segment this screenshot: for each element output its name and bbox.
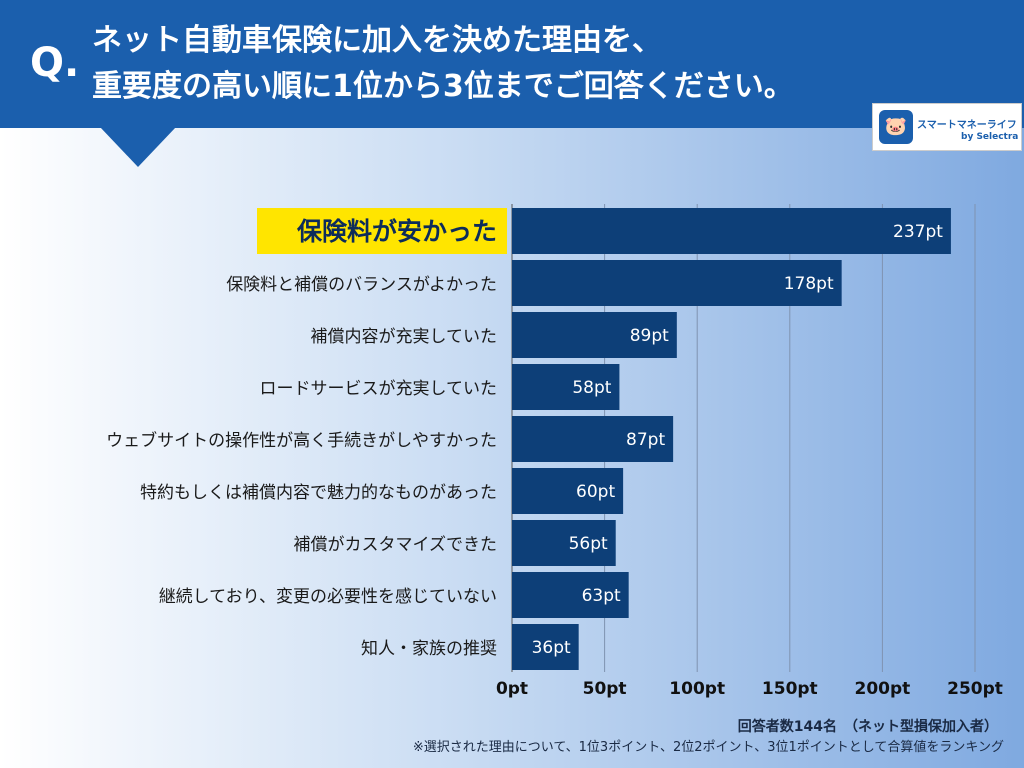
- data-label: 89pt: [630, 326, 669, 346]
- category-label: ロードサービスが充実していた: [260, 379, 498, 399]
- header-banner: [0, 0, 1024, 128]
- respondents-note: 回答者数144名 （ネット型損保加入者）: [737, 719, 998, 735]
- bar: [512, 520, 616, 566]
- logo-sub: by Selectra: [961, 132, 1019, 142]
- data-label: 237pt: [893, 222, 943, 242]
- x-tick-label: 0pt: [496, 679, 528, 699]
- question-mark-label: Q.: [30, 40, 80, 86]
- page-title: ネット自動車保険に加入を決めた理由を、 重要度の高い順に1位から3位までご回答く…: [92, 18, 794, 110]
- category-label: 保険料と補償のバランスがよかった: [226, 275, 497, 295]
- x-tick-label: 50pt: [583, 679, 627, 699]
- x-tick-label: 150pt: [762, 679, 818, 699]
- title-line-1: ネット自動車保険に加入を決めた理由を、: [92, 23, 662, 58]
- header-pointer: [100, 127, 176, 167]
- category-label: ウェブサイトの操作性が高く手続きがしやすかった: [106, 430, 497, 451]
- category-label: 保険料が安かった: [296, 217, 497, 246]
- bar: [512, 624, 579, 670]
- x-tick-label: 100pt: [669, 679, 725, 699]
- bar: [512, 208, 951, 254]
- x-tick-label: 250pt: [947, 679, 1003, 699]
- piggy-bank-icon: 🐷: [879, 110, 913, 144]
- data-label: 36pt: [532, 638, 571, 658]
- data-label: 87pt: [626, 430, 665, 450]
- title-line-2: 重要度の高い順に1位から3位までご回答ください。: [92, 69, 794, 104]
- highlight-box: [257, 208, 507, 254]
- bar: [512, 416, 674, 462]
- data-label: 63pt: [582, 586, 621, 606]
- category-label: 知人・家族の推奨: [361, 639, 497, 659]
- data-label: 178pt: [784, 274, 834, 294]
- data-label: 60pt: [576, 482, 615, 502]
- bar: [512, 312, 677, 358]
- logo-name: スマートマネーライフ: [917, 120, 1017, 131]
- x-tick-label: 200pt: [855, 679, 911, 699]
- bar: [512, 468, 624, 514]
- bar: [512, 572, 629, 618]
- category-label: 補償内容が充実していた: [311, 327, 498, 347]
- category-label: 補償がカスタマイズできた: [294, 535, 498, 555]
- logo: 🐷 スマートマネーライフ by Selectra: [872, 103, 1022, 151]
- data-label: 58pt: [572, 378, 611, 398]
- category-label: 継続しており、変更の必要性を感じていない: [159, 587, 497, 607]
- bar: [512, 260, 842, 306]
- bar: [512, 364, 620, 410]
- category-label: 特約もしくは補償内容で魅力的なものがあった: [140, 483, 497, 503]
- data-label: 56pt: [569, 534, 608, 554]
- method-note: ※選択された理由について、1位3ポイント、2位2ポイント、3位1ポイントとして合…: [412, 740, 1004, 755]
